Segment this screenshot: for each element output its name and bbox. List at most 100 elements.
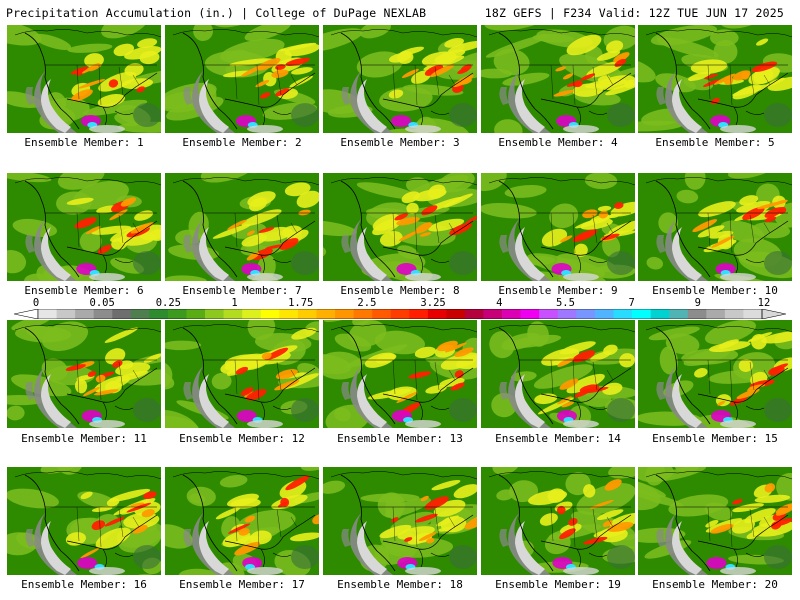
ensemble-map-panel [7,173,161,281]
colorbar-swatch [38,309,57,319]
colorbar-swatch [613,309,633,319]
precip-map [638,25,792,133]
ensemble-member-label: Ensemble Member: 12 [179,432,305,445]
precip-map [7,320,161,428]
colorbar-swatch [594,309,614,319]
colorbar-swatch [205,309,224,319]
ensemble-member-label: Ensemble Member: 3 [340,136,460,149]
colorbar-swatch [353,309,373,319]
colorbar-swatch [130,309,150,319]
precip-map [638,320,792,428]
ensemble-member-label: Ensemble Member: 2 [182,136,302,149]
colorbar-swatch [372,309,392,319]
ensemble-map-panel [638,173,792,281]
colorbar-swatch [167,309,187,319]
ensemble-member-label: Ensemble Member: 9 [498,284,618,297]
colorbar-max-arrow [761,309,786,319]
ensemble-map-panel [165,467,319,575]
ensemble-member-label: Ensemble Member: 5 [655,136,775,149]
colorbar-swatch [427,309,447,319]
ensemble-member-label: Ensemble Member: 10 [652,284,778,297]
colorbar-swatch [724,309,744,319]
colorbar-tick-label: 0 [32,297,40,309]
ensemble-map-panel [638,467,792,575]
precip-map [481,467,635,575]
ensemble-member-label: Ensemble Member: 19 [495,578,621,591]
colorbar-swatch [149,309,169,319]
precip-map [165,320,319,428]
ensemble-map-panel [638,25,792,133]
colorbar-swatch [112,309,132,319]
ensemble-map-panel [323,467,477,575]
ensemble-member-label: Ensemble Member: 4 [498,136,618,149]
ensemble-map-panel [7,25,161,133]
ensemble-map-panel [165,173,319,281]
colorbar-tick-label: 0.25 [155,297,182,309]
colorbar-swatch [390,309,410,319]
colorbar-swatch [687,309,707,319]
colorbar-tick-label: 12 [757,297,771,309]
colorbar-swatch [186,309,206,319]
ensemble-map-panel [323,320,477,428]
precip-map [323,173,477,281]
ensemble-member-label: Ensemble Member: 20 [652,578,778,591]
ensemble-member-label: Ensemble Member: 11 [21,432,147,445]
ensemble-member-label: Ensemble Member: 18 [337,578,463,591]
precip-map [638,173,792,281]
colorbar-swatch [279,309,299,319]
colorbar-swatch [576,309,596,319]
precip-map [7,173,161,281]
colorbar-swatch [483,309,503,319]
run-info: 18Z GEFS | F234 Valid: 12Z TUE JUN 17 20… [484,6,784,20]
precip-map [323,25,477,133]
map-title: Precipitation Accumulation (in.) | Colle… [6,6,427,20]
ensemble-map-panel [638,320,792,428]
precip-map [7,467,161,575]
colorbar-swatch [335,309,354,319]
ensemble-member-label: Ensemble Member: 6 [24,284,144,297]
colorbar-swatch [297,309,317,319]
colorbar-swatch [409,309,429,319]
ensemble-map-panel [7,320,161,428]
colorbar-tick-label: 1.75 [288,297,314,309]
colorbar-swatch [223,309,243,319]
colorbar-swatch [93,309,113,319]
precip-map [165,467,319,575]
colorbar-swatch [56,309,76,319]
precip-map [638,467,792,575]
ensemble-member-label: Ensemble Member: 15 [652,432,778,445]
colorbar-tick-label: 9 [694,297,701,309]
colorbar-swatch [539,309,559,319]
colorbar-swatch [706,309,726,319]
ensemble-map-panel [165,25,319,133]
ensemble-map-panel [481,320,635,428]
precip-map [7,25,161,133]
colorbar-swatch [632,309,651,319]
colorbar-swatch [557,309,577,319]
colorbar-swatch [650,309,670,319]
colorbar-swatch [242,309,262,319]
colorbar-swatch [464,309,484,319]
colorbar-tick-label: 5.5 [555,297,575,309]
ensemble-map-panel [323,25,477,133]
colorbar-swatch [446,309,466,319]
colorbar-swatch [260,309,280,319]
precip-map [165,173,319,281]
ensemble-member-label: Ensemble Member: 16 [21,578,147,591]
colorbar-tick-label: 7 [628,297,635,309]
ensemble-map-panel [481,25,635,133]
colorbar-tick-label: 4 [496,297,503,309]
colorbar-swatch [502,309,521,319]
ensemble-map-panel [165,320,319,428]
precip-map [481,320,635,428]
colorbar-swatch [316,309,336,319]
ensemble-member-label: Ensemble Member: 14 [495,432,621,445]
colorbar-swatch [669,309,689,319]
colorbar-min-arrow [14,309,39,319]
ensemble-map-panel [323,173,477,281]
precip-colorbar [14,309,786,319]
colorbar-swatch [743,309,763,319]
colorbar-tick-label: 2.5 [357,297,377,309]
precip-map [165,25,319,133]
ensemble-member-label: Ensemble Member: 1 [24,136,144,149]
